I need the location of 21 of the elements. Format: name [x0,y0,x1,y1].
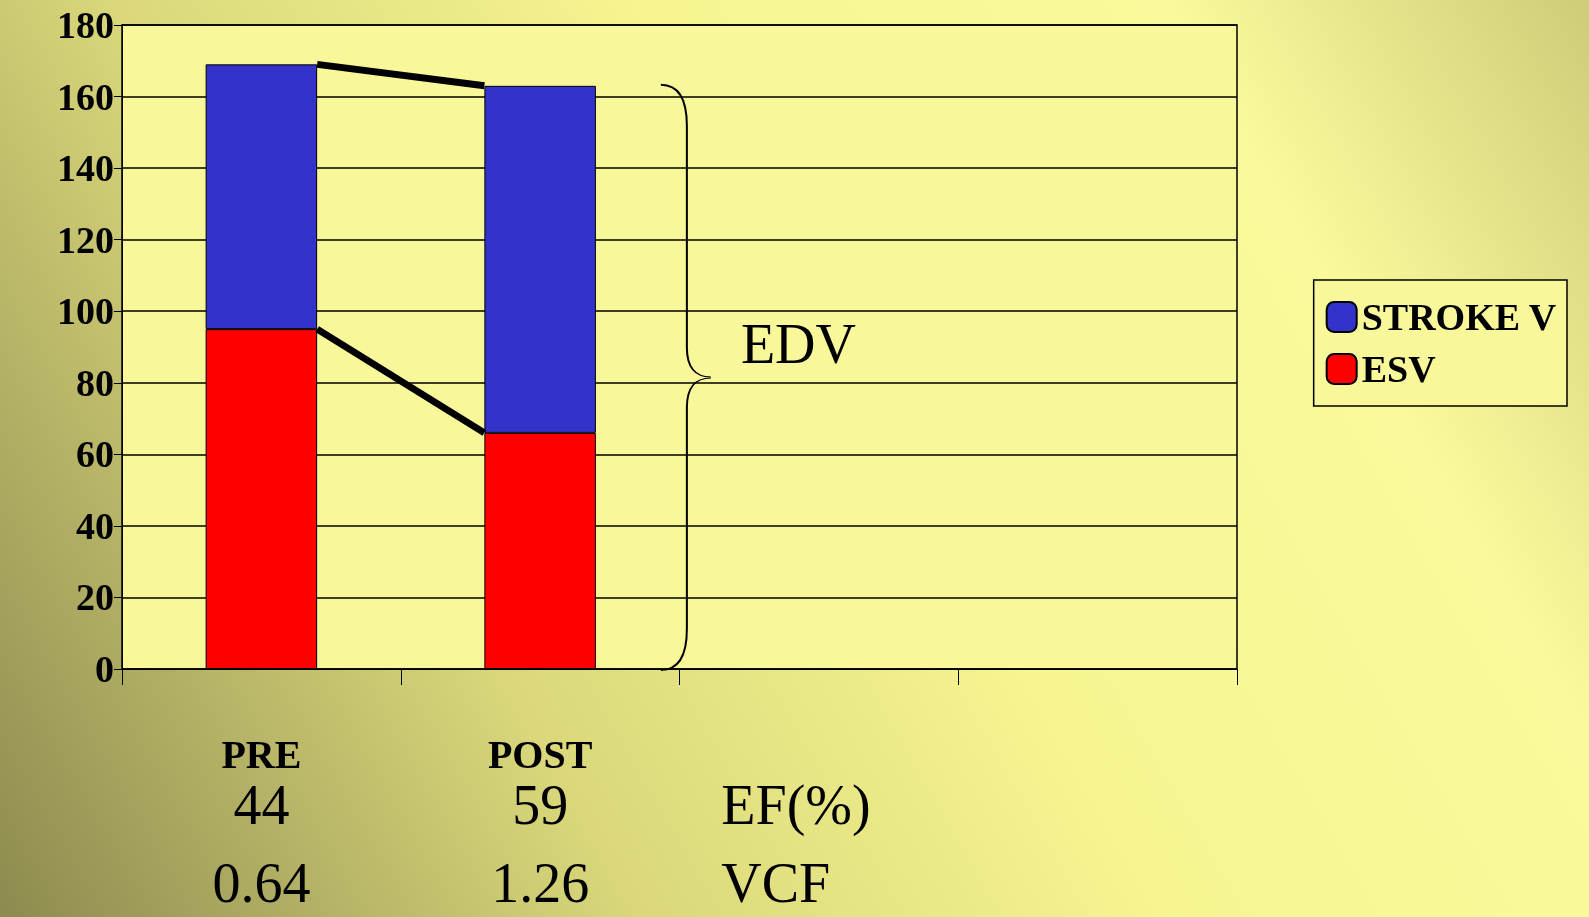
y-tick-label: 60 [76,433,114,476]
annotation: EDV [740,313,856,376]
text: 0.64 [212,852,311,914]
text: VCF [721,852,831,914]
text: 59 [512,774,569,836]
y-tick-label: 20 [76,576,114,619]
text: 44 [233,774,290,836]
y-tick-label: 40 [76,504,114,547]
y-tick-label: 180 [57,4,114,46]
y-tick-label: 140 [57,147,114,190]
y-tick-label: 160 [57,75,114,118]
y-tick-label: 0 [95,648,114,690]
x-tick-label: PRE [221,731,302,777]
text: 1.26 [491,852,590,914]
y-tick-label: 100 [57,290,114,333]
y-tick-label: 80 [76,361,114,404]
x-tick-label: POST [487,731,593,777]
legend-label: STROKE V [1361,296,1557,338]
y-tick-label: 120 [57,218,114,261]
legend-label: ESV [1361,348,1437,390]
text: EF(%) [721,774,871,837]
